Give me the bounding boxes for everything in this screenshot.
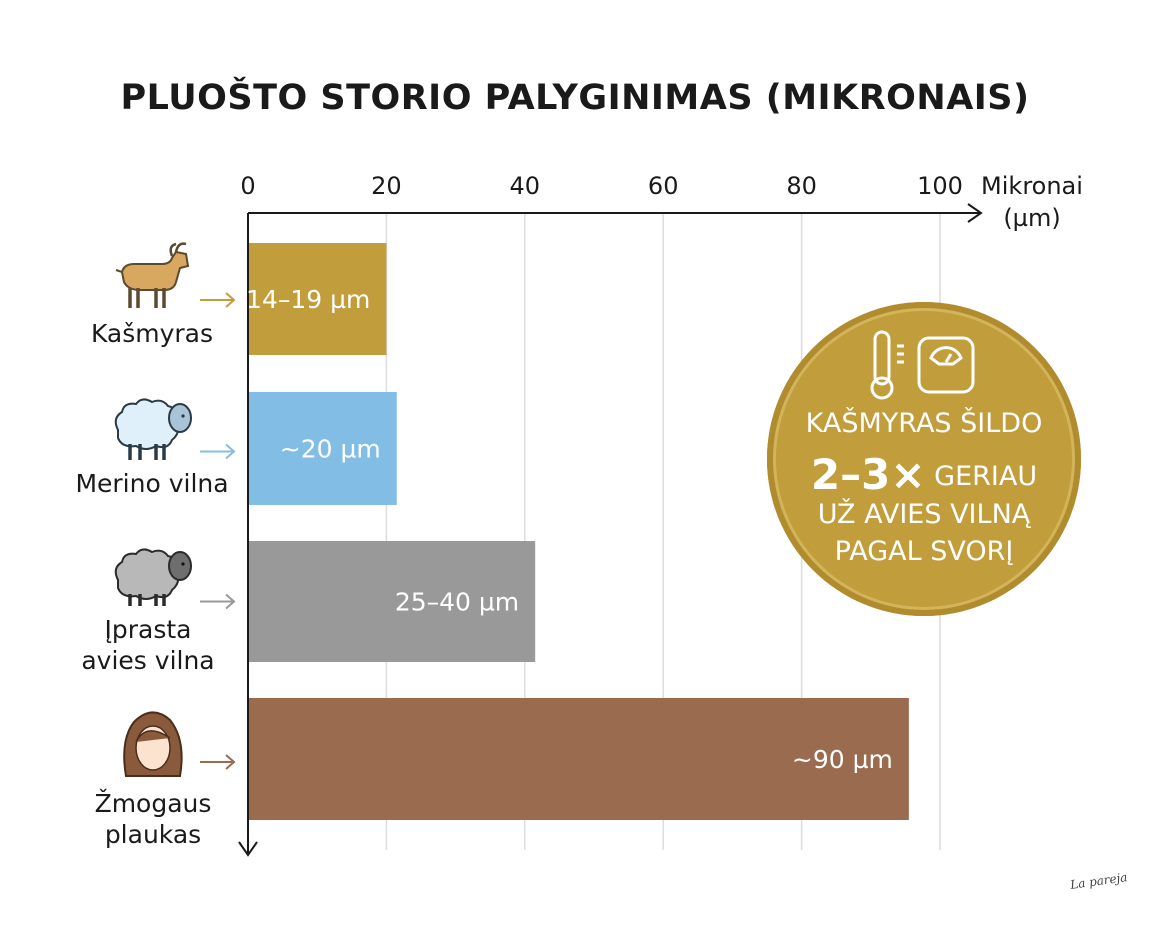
x-axis-unit: (µm) bbox=[1003, 204, 1060, 232]
callout-line4: PAGAL SVORĮ bbox=[834, 536, 1014, 567]
callout-line3: UŽ AVIES VILNĄ bbox=[817, 499, 1031, 530]
x-tick-label: 40 bbox=[510, 172, 541, 200]
scale-icon bbox=[917, 336, 975, 394]
category-label: Kašmyras bbox=[52, 318, 252, 349]
bar bbox=[249, 392, 397, 505]
goat-icon bbox=[115, 242, 190, 308]
category-label-line: plaukas bbox=[104, 820, 202, 849]
callout-line2: 2–3× GERIAU bbox=[767, 450, 1081, 499]
y-axis-arrow bbox=[238, 841, 258, 857]
pointer-arrow-head bbox=[225, 443, 236, 460]
callout-big-number: 2–3× bbox=[810, 450, 926, 499]
pointer-arrow-head bbox=[225, 292, 236, 308]
bar-data-label: 14–19 µm bbox=[246, 285, 370, 314]
badge-icons bbox=[870, 330, 975, 400]
x-tick-label: 0 bbox=[240, 172, 255, 200]
category-label: Įprasta avies vilna bbox=[48, 614, 248, 676]
x-axis-label: Mikronai bbox=[981, 172, 1083, 200]
warmth-callout-badge: KAŠMYRAS ŠILDO 2–3× GERIAU UŽ AVIES VILN… bbox=[767, 302, 1081, 616]
category-label-line: Įprasta bbox=[104, 615, 192, 644]
pointer-arrow-head bbox=[225, 593, 236, 610]
category-label-line: avies vilna bbox=[81, 646, 215, 675]
pointer-arrow-head bbox=[225, 754, 236, 770]
x-tick-label: 60 bbox=[648, 172, 679, 200]
category-label-line: Žmogaus bbox=[94, 789, 212, 818]
category-label: Žmogaus plaukas bbox=[53, 788, 253, 850]
callout-line2-rest: GERIAU bbox=[934, 461, 1038, 492]
thermometer-icon bbox=[870, 330, 904, 400]
gray-sheep-icon bbox=[114, 548, 192, 606]
x-tick-label: 20 bbox=[371, 172, 402, 200]
bar bbox=[249, 243, 387, 355]
bar bbox=[249, 541, 536, 662]
callout-line1: KAŠMYRAS ŠILDO bbox=[805, 408, 1043, 439]
chart-title: PLUOŠTO STORIO PALYGINIMAS (MIKRONAIS) bbox=[120, 78, 1030, 118]
bar bbox=[249, 698, 909, 820]
bar-data-label: ~20 µm bbox=[280, 435, 381, 464]
bar-data-label: 25–40 µm bbox=[395, 588, 519, 617]
woman-face-icon bbox=[123, 711, 183, 777]
category-label-line: Kašmyras bbox=[90, 319, 214, 348]
x-axis-arrow bbox=[967, 203, 983, 223]
category-label-line: Merino vilna bbox=[75, 469, 229, 498]
bar-data-label: ~90 µm bbox=[792, 745, 893, 774]
white-sheep-icon bbox=[114, 398, 192, 460]
x-tick-label: 80 bbox=[786, 172, 817, 200]
category-label: Merino vilna bbox=[52, 468, 252, 499]
x-tick-label: 100 bbox=[917, 172, 963, 200]
